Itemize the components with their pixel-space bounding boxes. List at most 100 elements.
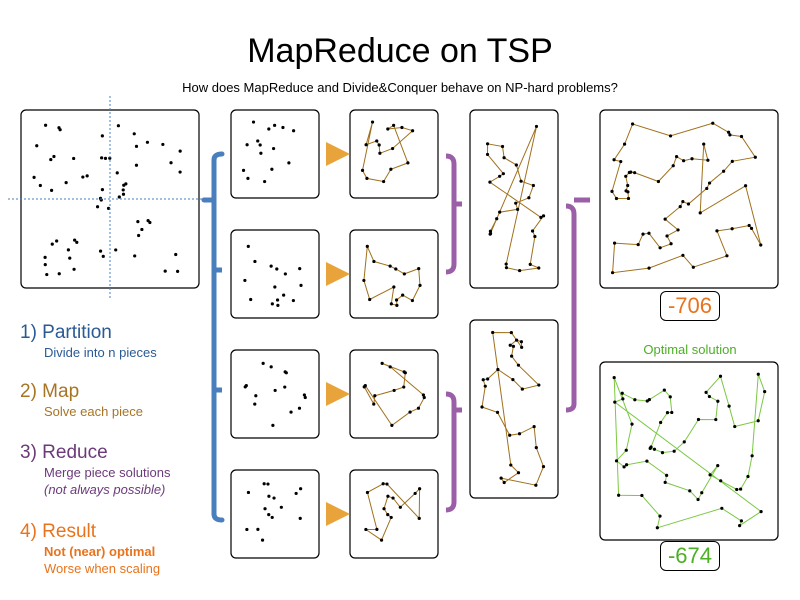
reduce-top-point: [514, 163, 518, 167]
map-4-point: [364, 527, 368, 532]
result-point: [658, 246, 662, 250]
result-point: [610, 271, 615, 275]
map-4-point: [391, 496, 395, 500]
result-point: [612, 241, 617, 245]
optimal-point: [665, 410, 670, 415]
optimal-point: [663, 480, 667, 484]
result-point: [656, 179, 661, 184]
optimal-point: [658, 514, 662, 518]
result-point: [711, 121, 715, 125]
map-4-point: [381, 482, 385, 486]
map-1-point: [392, 123, 396, 127]
result-point: [633, 171, 637, 175]
map-3-point: [380, 361, 384, 365]
partition-point: [66, 248, 70, 252]
map-4-point: [398, 505, 402, 509]
piece-4-point: [260, 538, 265, 542]
reduce-bottom-point: [534, 446, 538, 450]
map-3-point: [416, 406, 421, 410]
partition-point: [134, 144, 139, 148]
map-2-point: [418, 283, 422, 287]
piece-4-point: [272, 496, 276, 500]
optimal-point: [640, 493, 644, 498]
reduce-bottom-point: [520, 345, 524, 349]
map-2-point: [368, 297, 372, 302]
result-point: [707, 181, 712, 185]
piece-3-point: [243, 385, 247, 389]
result-point: [614, 196, 619, 201]
reduce-arrow-top: [445, 153, 462, 275]
map-1-point: [406, 161, 410, 165]
partition-point: [137, 233, 141, 238]
result-point: [715, 229, 719, 233]
partition-point: [85, 174, 89, 178]
partition-point: [106, 206, 111, 210]
reduce-top-point: [531, 183, 535, 188]
optimal-point: [746, 474, 750, 479]
reduce-bottom-point: [486, 377, 490, 381]
optimal-point: [714, 417, 718, 422]
step-result-line: Not (near) optimal: [44, 544, 156, 559]
optimal-point: [696, 497, 700, 502]
reduce-top-point: [528, 262, 532, 266]
partition-point: [178, 170, 182, 174]
partition-arrow-1: [201, 151, 225, 203]
step-result-note: Worse when scaling: [44, 561, 161, 576]
map-1-point: [378, 151, 382, 155]
partition-point: [121, 192, 126, 196]
reduce-top-point: [495, 217, 499, 221]
map-box-4: [349, 469, 439, 559]
piece-2-point: [275, 298, 280, 302]
reduce-bottom-point: [495, 410, 500, 414]
map-1-point: [390, 146, 395, 151]
result-point: [641, 232, 645, 236]
map-3-point: [403, 371, 407, 375]
reduce-top-point: [527, 196, 531, 200]
partition-point: [49, 157, 53, 162]
optimal-route: [613, 374, 766, 529]
map-1-point: [386, 127, 390, 131]
map-1-point: [377, 143, 381, 147]
map-2-point: [389, 302, 393, 306]
result-point: [739, 134, 744, 139]
map-3-point: [388, 365, 392, 369]
optimal-box: [599, 361, 779, 541]
step-partition: 1) Partition Divide into n pieces: [20, 322, 157, 361]
piece-1-point: [291, 129, 296, 133]
piece-4-point: [267, 494, 271, 498]
piece-2-point: [299, 283, 303, 287]
partition-point: [100, 188, 105, 192]
partition-point: [49, 188, 54, 193]
map-4-point: [386, 494, 390, 498]
map-4-point: [375, 527, 379, 531]
result-point: [626, 183, 630, 188]
optimal-point: [708, 473, 712, 477]
map-4-point: [417, 516, 421, 520]
optimal-point: [756, 372, 760, 376]
reduce-bottom-point: [508, 433, 512, 437]
step-map: 2) Map Solve each piece: [20, 381, 143, 420]
result-point: [619, 159, 623, 164]
map-1-point: [410, 129, 415, 133]
optimal-point: [672, 449, 676, 453]
result-point: [726, 130, 731, 134]
reduce-bottom-point: [537, 383, 541, 387]
step-result: 4) Result Not (near) optimal Worse when …: [20, 521, 160, 577]
piece-1-point: [273, 123, 277, 127]
reduce-top-point: [541, 214, 546, 218]
result-point: [626, 196, 631, 201]
result-point: [647, 266, 651, 270]
reduce-top-point: [498, 210, 502, 214]
reduce-bottom-point: [480, 405, 484, 409]
reduce-top-point: [519, 179, 523, 183]
optimal-point: [719, 479, 723, 483]
result-point: [753, 155, 757, 159]
optimal-point: [704, 390, 708, 394]
piece-1-point: [251, 120, 256, 124]
map-2-point: [365, 244, 369, 248]
result-point: [630, 122, 635, 126]
reduce-bottom-point: [517, 432, 522, 436]
step-reduce: 3) Reduce Merge piece solutions (not alw…: [20, 442, 170, 498]
result-point: [730, 227, 734, 231]
